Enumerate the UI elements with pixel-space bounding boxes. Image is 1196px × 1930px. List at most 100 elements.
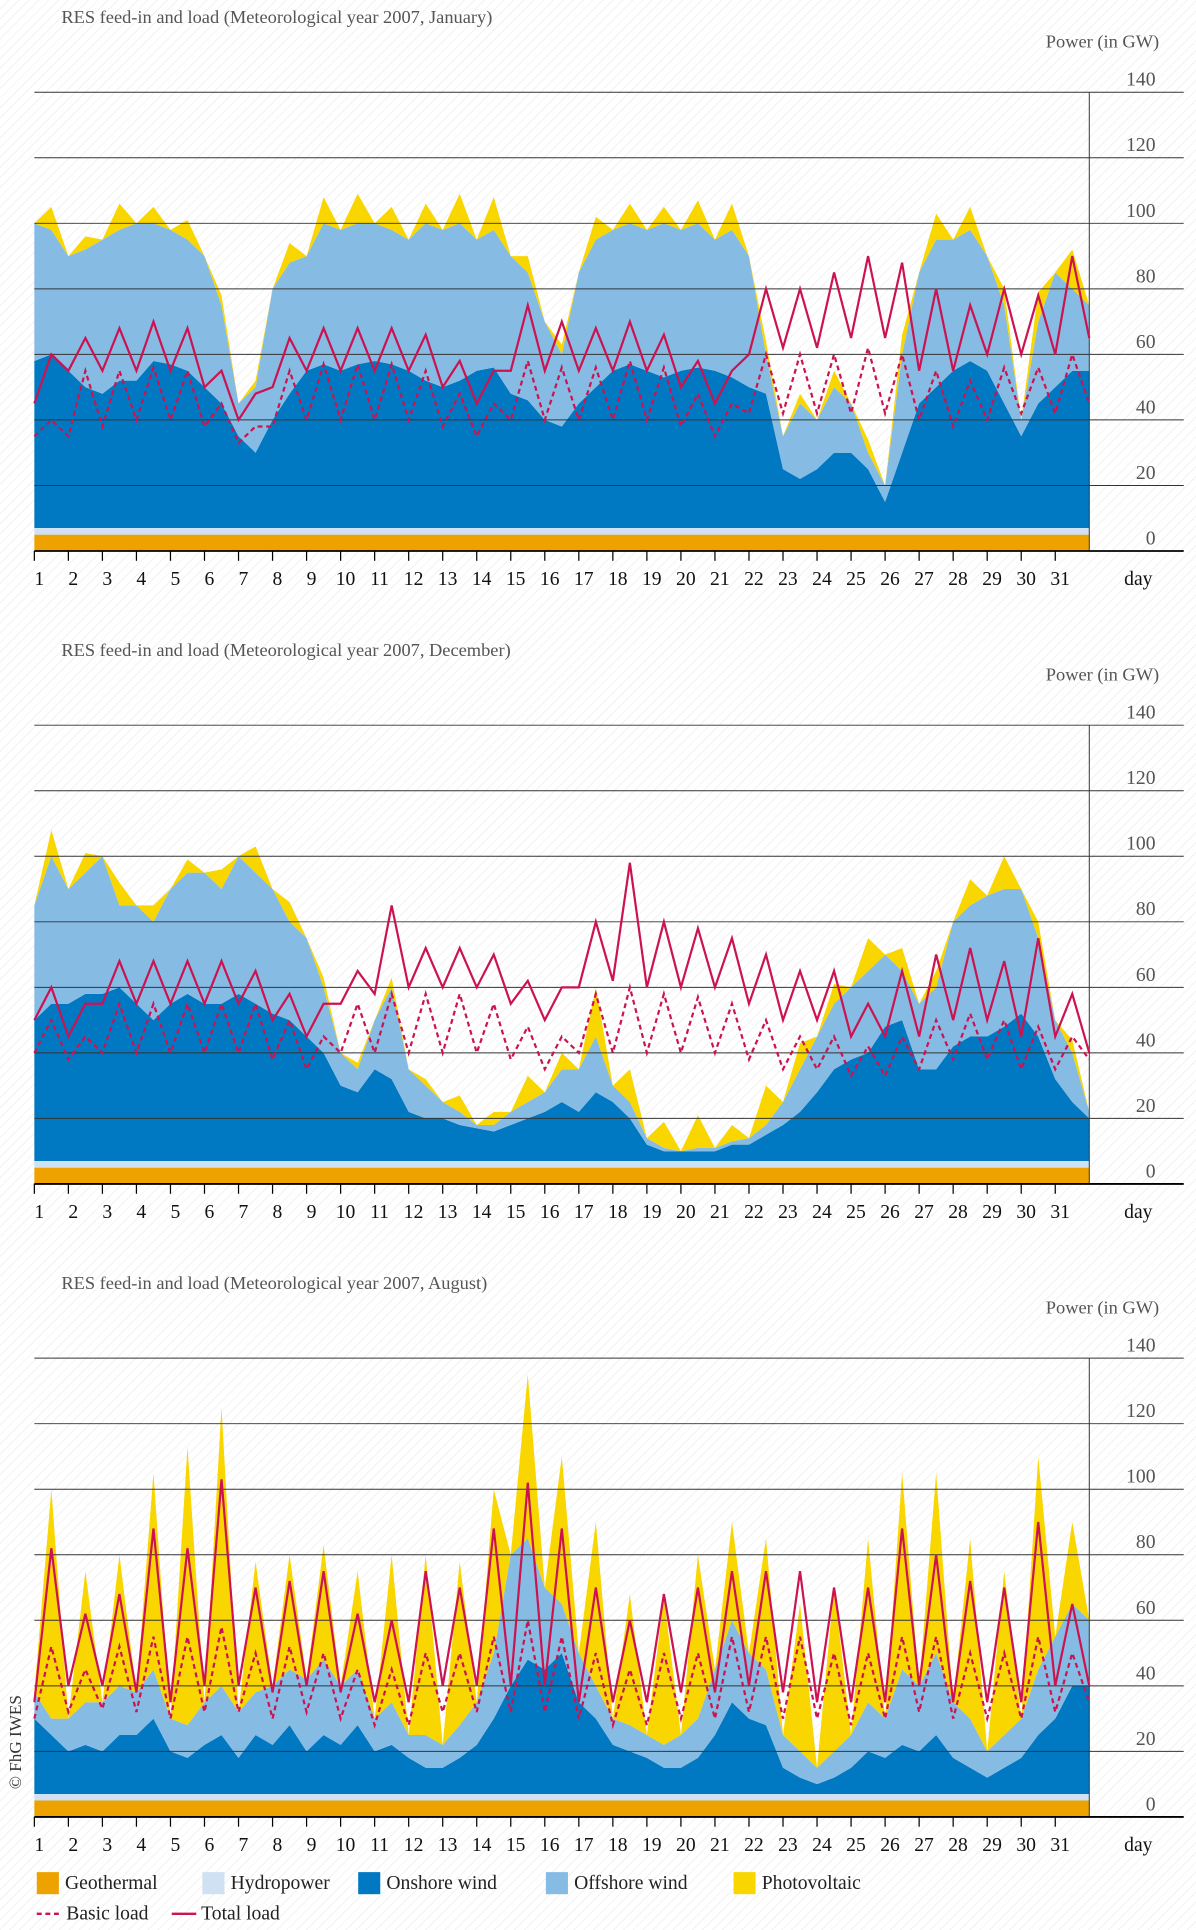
x-tick-label: 20 (676, 1835, 696, 1856)
legend-label: Offshore wind (574, 1873, 688, 1894)
y-tick-label: 80 (1136, 1532, 1156, 1553)
area (34, 1800, 1090, 1817)
y-tick-label: 0 (1146, 1794, 1156, 1815)
x-tick-label: 9 (307, 569, 317, 590)
x-tick-label: 12 (404, 1202, 424, 1223)
y-tick-label: 60 (1136, 965, 1156, 986)
x-tick-label: 15 (506, 1835, 526, 1856)
chart-title: RES feed-in and load (Meteorological yea… (61, 640, 510, 661)
x-tick-label: 17 (574, 1835, 594, 1856)
x-tick-label: 18 (608, 569, 628, 590)
y-tick-label: 140 (1126, 703, 1156, 724)
legend-label: Onshore wind (386, 1873, 497, 1894)
total-load-line (33, 255, 1091, 423)
x-tick-label: 19 (642, 1835, 662, 1856)
area (34, 534, 1090, 551)
x-tick-label: 7 (239, 569, 249, 590)
x-tick-label: 1 (34, 1835, 44, 1856)
x-tick-label: 24 (812, 1835, 832, 1856)
x-tick-label: 8 (273, 1835, 283, 1856)
y-tick-label: 100 (1126, 834, 1156, 855)
x-tick-label: 11 (370, 1202, 389, 1223)
total-load-line (33, 1479, 1091, 1703)
x-tick-label: 2 (68, 569, 78, 590)
y-tick-label: 80 (1136, 266, 1156, 287)
chart-panel: RES feed-in and load (Meteorological yea… (33, 640, 1184, 1223)
y-tick-label: 40 (1136, 397, 1156, 418)
x-tick-label: 27 (914, 1202, 934, 1223)
basic-load-line (33, 343, 1091, 445)
x-tick-label: 19 (642, 569, 662, 590)
x-tick-label: 4 (136, 569, 146, 590)
x-tick-label: 25 (846, 1202, 866, 1223)
legend-label: Geothermal (65, 1873, 158, 1894)
area (34, 1653, 1090, 1794)
chart-title: RES feed-in and load (Meteorological yea… (61, 7, 492, 28)
x-tick-label: 22 (744, 1835, 764, 1856)
x-axis-label: day (1124, 1202, 1153, 1223)
legend-swatch (545, 1872, 568, 1895)
x-tick-label: 4 (136, 1835, 146, 1856)
area (34, 1374, 1090, 1768)
x-tick-label: 16 (540, 569, 560, 590)
y-tick-label: 0 (1146, 1161, 1156, 1182)
x-tick-label: 16 (540, 1835, 560, 1856)
x-tick-label: 6 (204, 1202, 214, 1223)
x-tick-label: 23 (778, 1202, 798, 1223)
x-tick-label: 1 (34, 569, 44, 590)
x-tick-label: 29 (982, 569, 1002, 590)
x-tick-label: 2 (68, 1202, 78, 1223)
x-tick-label: 10 (336, 1202, 356, 1223)
x-axis-label: day (1124, 1835, 1153, 1856)
x-tick-label: 18 (608, 1835, 628, 1856)
y-axis-label: Power (in GW) (1046, 664, 1159, 685)
y-axis-label: Power (in GW) (1046, 31, 1159, 52)
y-tick-label: 120 (1126, 135, 1156, 156)
y-axis-label: Power (in GW) (1046, 1297, 1159, 1318)
area (34, 223, 1090, 502)
x-tick-label: 4 (136, 1202, 146, 1223)
x-tick-label: 18 (608, 1202, 628, 1223)
total-load-line (33, 862, 1091, 1054)
x-tick-label: 29 (982, 1202, 1002, 1223)
x-tick-label: 24 (812, 569, 832, 590)
x-tick-label: 17 (574, 569, 594, 590)
y-tick-label: 100 (1126, 1467, 1156, 1488)
x-tick-label: 26 (880, 1202, 900, 1223)
x-tick-label: 3 (102, 1835, 112, 1856)
x-tick-label: 11 (370, 1835, 389, 1856)
x-tick-label: 31 (1050, 1202, 1070, 1223)
x-tick-label: 26 (880, 569, 900, 590)
x-tick-label: 14 (472, 569, 492, 590)
x-tick-label: 17 (574, 1202, 594, 1223)
area (34, 1793, 1090, 1801)
y-tick-label: 20 (1136, 1096, 1156, 1117)
x-tick-label: 3 (102, 569, 112, 590)
x-tick-label: 31 (1050, 569, 1070, 590)
x-tick-label: 27 (914, 569, 934, 590)
x-tick-label: 30 (1016, 1202, 1036, 1223)
x-tick-label: 25 (846, 569, 866, 590)
x-tick-label: 27 (914, 1835, 934, 1856)
x-tick-label: 20 (676, 569, 696, 590)
x-tick-label: 15 (506, 1202, 526, 1223)
y-tick-label: 60 (1136, 1598, 1156, 1619)
x-tick-label: 5 (170, 1202, 180, 1223)
x-tick-label: 10 (336, 1835, 356, 1856)
x-tick-label: 29 (982, 1835, 1002, 1856)
x-tick-label: 12 (404, 1835, 424, 1856)
x-tick-label: 15 (506, 569, 526, 590)
x-tick-label: 24 (812, 1202, 832, 1223)
chart-panel: RES feed-in and load (Meteorological yea… (33, 7, 1184, 590)
y-tick-label: 40 (1136, 1663, 1156, 1684)
y-tick-label: 40 (1136, 1030, 1156, 1051)
chart-panel: RES feed-in and load (Meteorological yea… (33, 1273, 1184, 1856)
x-tick-label: 30 (1016, 1835, 1036, 1856)
y-tick-label: 60 (1136, 332, 1156, 353)
basic-load-line (33, 1620, 1091, 1730)
y-tick-label: 100 (1126, 201, 1156, 222)
area (34, 987, 1090, 1162)
area (34, 354, 1090, 529)
x-tick-label: 8 (273, 1202, 283, 1223)
x-tick-label: 28 (948, 569, 968, 590)
